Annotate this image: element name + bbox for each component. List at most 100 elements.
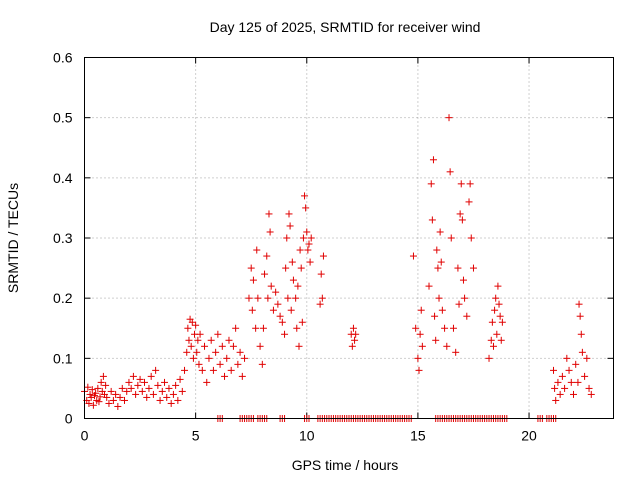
data-point bbox=[205, 354, 213, 362]
data-point bbox=[218, 342, 226, 350]
data-point bbox=[196, 330, 204, 338]
data-point bbox=[318, 294, 326, 302]
data-point bbox=[252, 324, 260, 332]
data-point bbox=[301, 192, 309, 200]
data-point bbox=[156, 396, 164, 404]
data-point bbox=[92, 389, 100, 397]
data-point bbox=[174, 396, 182, 404]
data-point bbox=[459, 276, 467, 284]
data-point bbox=[558, 372, 566, 380]
data-point bbox=[443, 342, 451, 350]
data-point bbox=[581, 372, 589, 380]
data-point bbox=[583, 354, 591, 362]
data-point bbox=[103, 393, 111, 401]
data-point bbox=[163, 393, 171, 401]
data-point bbox=[449, 324, 457, 332]
gridlines bbox=[84, 57, 614, 419]
data-point bbox=[576, 312, 584, 320]
data-point bbox=[288, 258, 296, 266]
data-point bbox=[495, 300, 503, 308]
data-point bbox=[287, 306, 295, 314]
data-point bbox=[303, 228, 311, 236]
data-point bbox=[185, 336, 193, 344]
data-point bbox=[138, 387, 146, 395]
data-point bbox=[463, 312, 471, 320]
data-point bbox=[496, 312, 504, 320]
data-point bbox=[409, 252, 417, 260]
data-point bbox=[238, 372, 246, 380]
data-point bbox=[307, 234, 315, 242]
data-points bbox=[81, 114, 595, 422]
x-tick-label: 0 bbox=[81, 428, 89, 444]
data-point bbox=[587, 390, 595, 398]
data-point bbox=[209, 366, 217, 374]
x-tick-label: 15 bbox=[410, 428, 426, 444]
data-point bbox=[296, 246, 304, 254]
data-point bbox=[203, 378, 211, 386]
data-point bbox=[86, 390, 94, 398]
data-point bbox=[141, 378, 149, 386]
data-point bbox=[261, 270, 269, 278]
data-point bbox=[95, 398, 103, 406]
data-point bbox=[289, 276, 297, 284]
data-point bbox=[298, 318, 306, 326]
data-point bbox=[105, 399, 113, 407]
y-tick-label: 0.6 bbox=[53, 50, 73, 66]
data-point bbox=[184, 324, 192, 332]
data-point bbox=[99, 372, 107, 380]
data-point bbox=[241, 354, 249, 362]
data-point bbox=[167, 399, 175, 407]
data-point bbox=[278, 318, 286, 326]
data-point bbox=[292, 294, 300, 302]
axis-ticks: 0 0.1 0.2 0.3 0.4 0.5 0.6 0 5 10 15 20 bbox=[53, 50, 614, 444]
data-point bbox=[487, 336, 495, 344]
data-point bbox=[565, 366, 573, 374]
data-point bbox=[567, 378, 575, 386]
data-point bbox=[305, 240, 313, 248]
data-point bbox=[216, 360, 224, 368]
data-point bbox=[245, 294, 253, 302]
data-point bbox=[125, 378, 133, 386]
data-point bbox=[488, 318, 496, 326]
data-point bbox=[552, 396, 560, 404]
data-point bbox=[497, 336, 505, 344]
data-point bbox=[136, 375, 144, 383]
x-axis-label: GPS time / hours bbox=[292, 457, 399, 473]
data-point bbox=[461, 294, 469, 302]
data-point bbox=[189, 354, 197, 362]
data-point bbox=[433, 246, 441, 254]
y-axis-label: SRMTID / TECUs bbox=[5, 183, 21, 293]
data-point bbox=[195, 360, 203, 368]
data-point bbox=[317, 270, 325, 278]
data-point bbox=[247, 264, 255, 272]
data-point bbox=[577, 330, 585, 338]
data-point bbox=[102, 381, 110, 389]
data-point bbox=[578, 348, 586, 356]
data-point bbox=[349, 324, 357, 332]
data-point bbox=[134, 381, 142, 389]
data-point bbox=[554, 378, 562, 386]
data-point bbox=[192, 321, 200, 329]
y-tick-label: 0.2 bbox=[53, 290, 73, 306]
data-point bbox=[447, 234, 455, 242]
data-point bbox=[212, 348, 220, 356]
data-point bbox=[85, 399, 93, 407]
data-point bbox=[198, 366, 206, 374]
chart-title: Day 125 of 2025, SRMTID for receiver win… bbox=[210, 19, 481, 35]
data-point bbox=[445, 114, 453, 122]
data-point bbox=[201, 342, 209, 350]
data-point bbox=[118, 384, 126, 392]
data-point bbox=[107, 387, 115, 395]
data-point bbox=[161, 378, 169, 386]
data-point bbox=[465, 198, 473, 206]
data-point bbox=[412, 324, 420, 332]
data-point bbox=[574, 378, 582, 386]
data-point bbox=[84, 383, 92, 391]
data-point bbox=[319, 252, 327, 260]
data-point bbox=[254, 294, 262, 302]
data-point bbox=[188, 318, 196, 326]
data-point bbox=[127, 384, 135, 392]
data-point bbox=[585, 384, 593, 392]
data-point bbox=[193, 348, 201, 356]
